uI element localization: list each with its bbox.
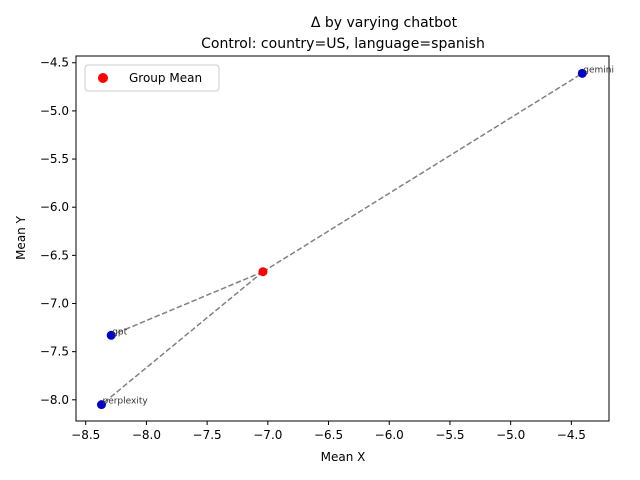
y-tick-label: −5.0	[40, 104, 69, 118]
y-tick-label: −6.5	[40, 248, 69, 262]
y-tick-label: −7.5	[40, 345, 69, 359]
axes-frame	[75, 55, 610, 422]
point-gemini	[577, 68, 587, 78]
plot-area: gemini gpt perplexity	[96, 65, 614, 410]
legend-marker	[98, 73, 108, 83]
legend-box	[84, 64, 220, 92]
x-axis-label: Mean X	[321, 450, 366, 464]
x-tick-label: −8.5	[71, 428, 100, 442]
y-tick-label: −4.5	[40, 56, 69, 70]
y-tick-label: −5.5	[40, 152, 69, 166]
legend: Group Mean	[84, 64, 220, 92]
connector-line-gemini	[262, 72, 583, 273]
x-tick-label: −6.0	[375, 428, 404, 442]
chart-title-line-1: Δ by varying chatbot	[311, 15, 458, 31]
point-gpt	[106, 330, 116, 340]
y-axis-label: Mean Y	[14, 215, 28, 260]
legend-label: Group Mean	[129, 71, 202, 85]
x-tick-label: −7.5	[193, 428, 222, 442]
chart-title-line-2: Control: country=US, language=spanish	[201, 36, 485, 52]
connector-line-perplexity	[101, 271, 264, 406]
y-tick-label: −8.0	[40, 393, 69, 407]
group-mean-point	[258, 267, 268, 277]
x-tick-label: −6.5	[314, 428, 343, 442]
point-label-perplexity: perplexity	[102, 397, 148, 407]
point-label-gpt: gpt	[112, 327, 127, 337]
y-tick-label: −7.0	[40, 297, 69, 311]
x-tick-label: −5.0	[496, 428, 525, 442]
x-tick-label: −5.5	[435, 428, 464, 442]
x-tick-label: −8.0	[132, 428, 161, 442]
connector-line-gpt	[110, 271, 264, 336]
y-tick-label: −6.0	[40, 200, 69, 214]
x-tick-label: −4.5	[557, 428, 586, 442]
axis-ticks: −8.5 −8.0 −7.5 −7.0 −6.5 −6.0 −5.5 −5.0 −4.5 −8.0…	[40, 56, 586, 442]
point-perplexity	[96, 400, 106, 410]
point-label-gemini: gemini	[583, 65, 614, 75]
x-tick-label: −7.0	[253, 428, 282, 442]
